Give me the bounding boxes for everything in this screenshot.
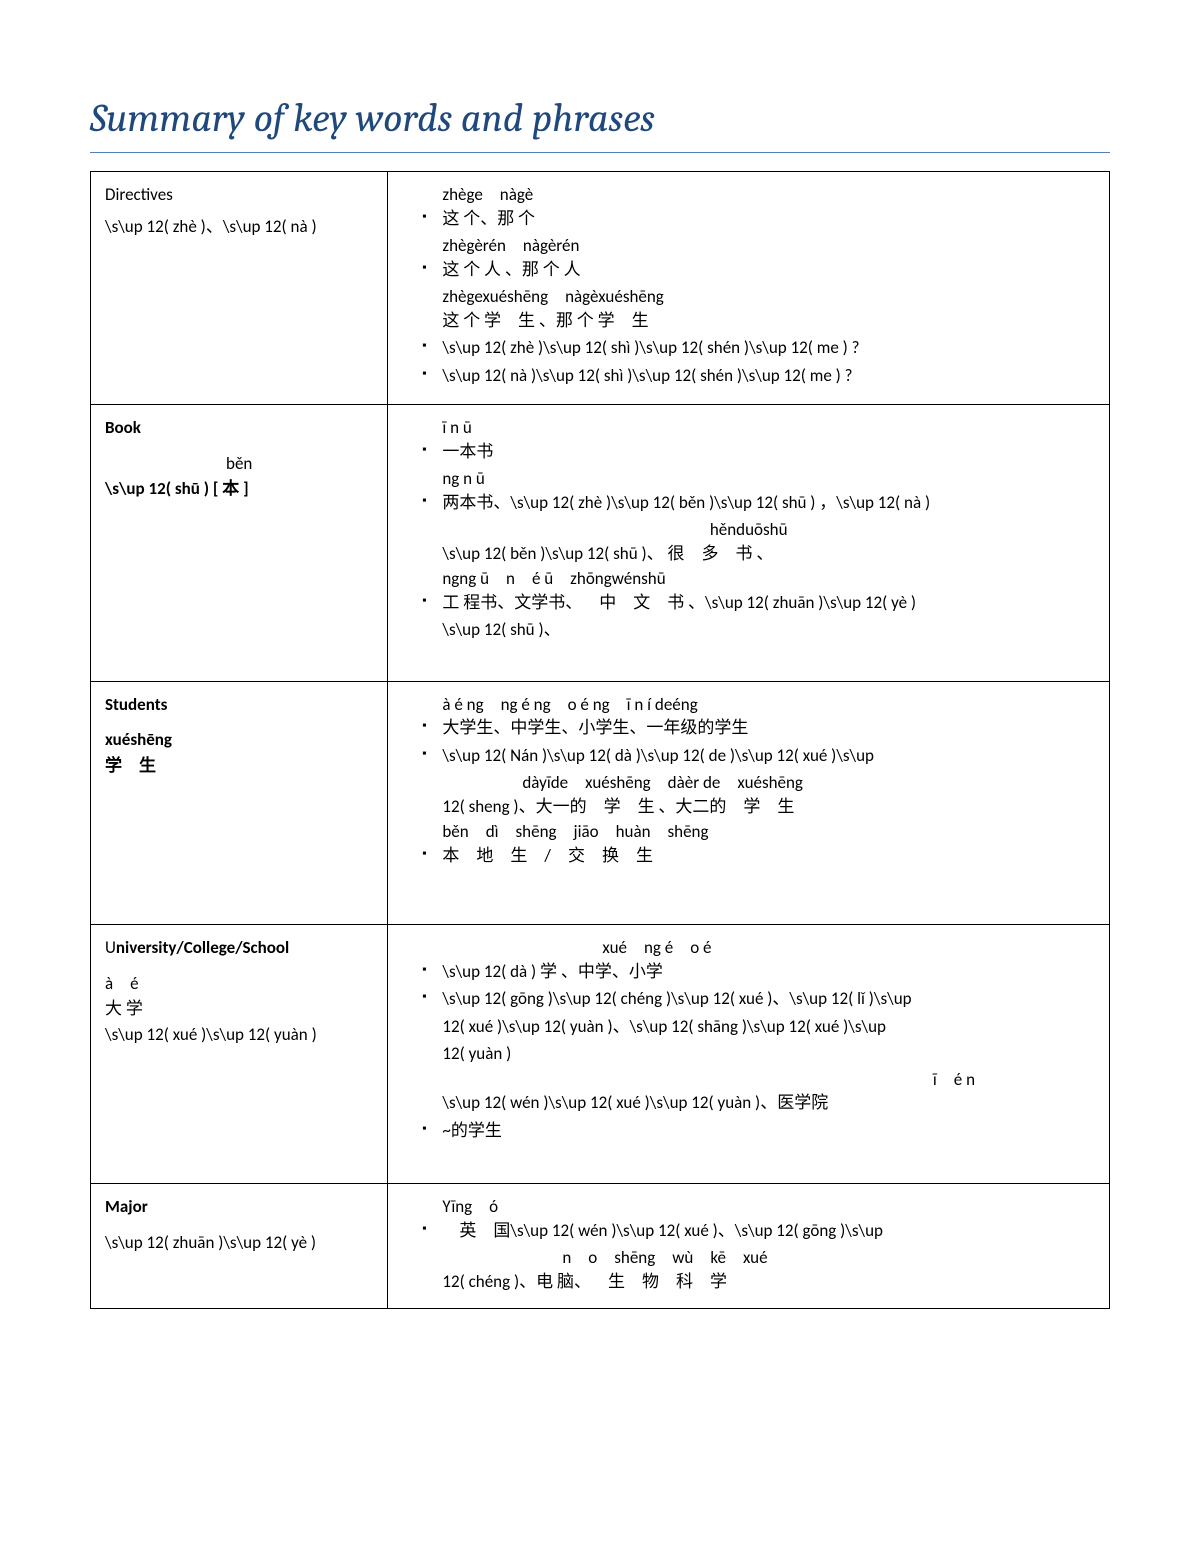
list-item: 这 个 人 、那 个 人: [422, 257, 1095, 283]
term-title: Major: [105, 1194, 373, 1220]
list-item: 大学生、中学生、小学生、一年级的学生: [422, 715, 1095, 741]
term-sub: \s\up 12( shū ) [ 本 ]: [105, 476, 373, 502]
hanzi-line: 12( xué )\s\up 12( yuàn )、\s\up 12( shān…: [402, 1014, 1095, 1040]
pinyin: dàyīde xuéshēng dàèr de xuéshēng: [402, 770, 1095, 796]
hanzi-line: 12( yuàn ): [402, 1041, 1095, 1067]
vocab-table: Directives \s\up 12( zhè )、\s\up 12( nà …: [90, 171, 1110, 1309]
list-item: \s\up 12( gōng )\s\up 12( chéng )\s\up 1…: [422, 986, 1095, 1012]
pinyin: Yīng ó: [402, 1194, 1095, 1220]
list-item: 工 程书、文学书、 中 文 书 、\s\up 12( zhuān )\s\up …: [422, 590, 1095, 616]
list-item: 一本书: [422, 439, 1095, 465]
pinyin: zhègexuéshēng nàgèxuéshēng: [402, 284, 1095, 310]
pinyin: ī é n: [402, 1067, 1095, 1093]
pinyin: zhège nàgè: [402, 182, 1095, 208]
pinyin: à é ng ng é ng o é ng ī n í deéng: [402, 692, 1095, 718]
list-item: ~的学生: [422, 1118, 1095, 1144]
hanzi-line: \s\up 12( shū )、: [402, 617, 1095, 643]
term-sub: \s\up 12( xué )\s\up 12( yuàn ): [105, 1022, 373, 1048]
term-cell: Book běn \s\up 12( shū ) [ 本 ]: [91, 405, 388, 682]
term-cell: Major \s\up 12( zhuān )\s\up 12( yè ): [91, 1184, 388, 1309]
term-pinyin: à é: [105, 971, 373, 997]
table-row: Students xuéshēng 学 生 à é ng ng é ng o é…: [91, 681, 1110, 925]
pinyin: ī n ū: [402, 415, 1095, 441]
pinyin: xué ng é o é: [402, 935, 1095, 961]
list-item: 英 国\s\up 12( wén )\s\up 12( xué )、\s\up …: [422, 1218, 1095, 1244]
list-item: \s\up 12( Nán )\s\up 12( dà )\s\up 12( d…: [422, 743, 1095, 769]
term-pinyin: běn: [105, 451, 373, 477]
term-hanzi: 大 学: [105, 996, 373, 1022]
hanzi-line: \s\up 12( wén )\s\up 12( xué )\s\up 12( …: [402, 1090, 1095, 1116]
examples-cell: zhège nàgè 这 个、那 个 zhègèrén nàgèrén 这 个 …: [388, 172, 1110, 405]
hanzi-line: 12( sheng )、大一的 学 生 、大二的 学 生: [402, 794, 1095, 820]
list-item: 这 个、那 个: [422, 206, 1095, 232]
pinyin: n o shēng wù kē xué: [402, 1245, 1095, 1271]
examples-cell: ī n ū 一本书 ng n ū 两本书、\s\up 12( zhè )\s\u…: [388, 405, 1110, 682]
page-title: Summary of key words and phrases: [90, 90, 1110, 153]
examples-cell: xué ng é o é \s\up 12( dà ) 学 、中学、小学 \s\…: [388, 925, 1110, 1184]
term-title: University/College/School: [105, 935, 373, 961]
list-item: \s\up 12( zhè )\s\up 12( shì )\s\up 12( …: [422, 335, 1095, 361]
term-cell: Directives \s\up 12( zhè )、\s\up 12( nà …: [91, 172, 388, 405]
pinyin: ng n ū: [402, 466, 1095, 492]
term-sub: \s\up 12( zhuān )\s\up 12( yè ): [105, 1230, 373, 1256]
term-hanzi: 学 生: [105, 753, 373, 779]
table-row: Directives \s\up 12( zhè )、\s\up 12( nà …: [91, 172, 1110, 405]
examples-cell: Yīng ó 英 国\s\up 12( wén )\s\up 12( xué )…: [388, 1184, 1110, 1309]
term-cell: University/College/School à é 大 学 \s\up …: [91, 925, 388, 1184]
table-row: Major \s\up 12( zhuān )\s\up 12( yè ) Yī…: [91, 1184, 1110, 1309]
list-item: \s\up 12( nà )\s\up 12( shì )\s\up 12( s…: [422, 363, 1095, 389]
list-item: 两本书、\s\up 12( zhè )\s\up 12( běn )\s\up …: [422, 490, 1095, 516]
term-title: Students: [105, 692, 373, 718]
term-title: Directives: [105, 182, 373, 208]
term-pinyin: xuéshēng: [105, 727, 373, 753]
table-row: University/College/School à é 大 学 \s\up …: [91, 925, 1110, 1184]
term-title: Book: [105, 415, 373, 441]
examples-cell: à é ng ng é ng o é ng ī n í deéng 大学生、中学…: [388, 681, 1110, 925]
pinyin: běn dì shēng jiāo huàn shēng: [402, 819, 1095, 845]
hanzi-line: \s\up 12( běn )\s\up 12( shū )、 很 多 书 、: [402, 541, 1095, 567]
term-sub: \s\up 12( zhè )、\s\up 12( nà ): [105, 214, 373, 240]
hanzi-line: 12( chéng )、电 脑、 生 物 科 学: [402, 1269, 1095, 1295]
list-item: \s\up 12( dà ) 学 、中学、小学: [422, 959, 1095, 985]
table-row: Book běn \s\up 12( shū ) [ 本 ] ī n ū 一本书…: [91, 405, 1110, 682]
pinyin: hěnduōshū: [402, 517, 1095, 543]
list-item: 本 地 生 / 交 换 生: [422, 843, 1095, 869]
pinyin: ngng ū n é ū zhōngwénshū: [402, 566, 1095, 592]
pinyin: zhègèrén nàgèrén: [402, 233, 1095, 259]
hanzi-line: 这 个 学 生 、那 个 学 生: [402, 308, 1095, 334]
term-cell: Students xuéshēng 学 生: [91, 681, 388, 925]
